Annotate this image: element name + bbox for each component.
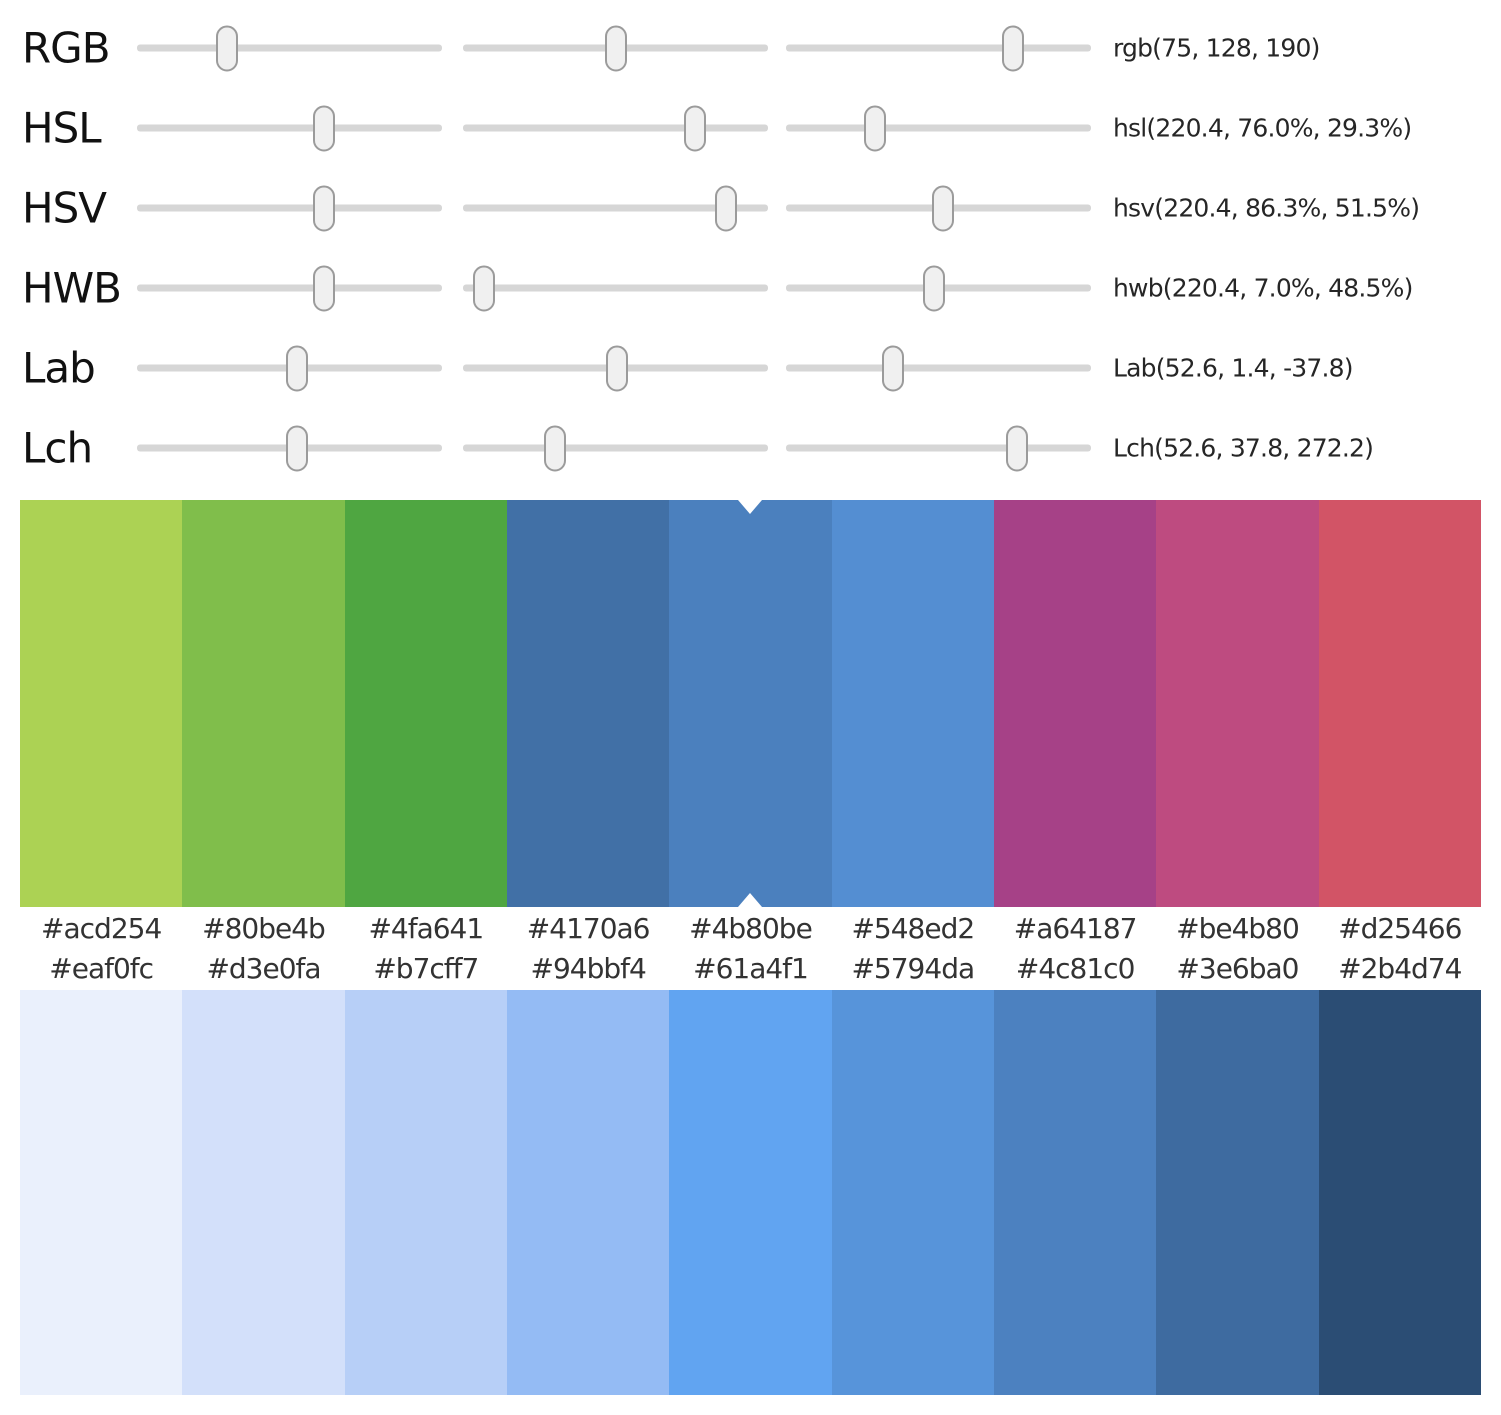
hex-code-label: #61a4f1: [693, 952, 809, 985]
hsl-hue-slider-track[interactable]: [137, 105, 442, 151]
selection-notch-bottom-icon: [738, 893, 763, 907]
color-swatch-selected[interactable]: [669, 500, 832, 907]
rgb-value-text: rgb(75, 128, 190): [1113, 33, 1320, 63]
color-swatch[interactable]: [831, 500, 994, 907]
colorspace-label-lab: Lab: [22, 343, 96, 393]
lch-l-slider-track[interactable]: [137, 425, 442, 471]
color-swatch[interactable]: [506, 500, 670, 907]
color-swatch[interactable]: [506, 990, 670, 1395]
hsl-value-text: hsl(220.4, 76.0%, 29.3%): [1113, 113, 1412, 143]
colorspace-label-hsv: HSV: [22, 183, 107, 233]
hex-code-label: #2b4d74: [1338, 952, 1462, 985]
hex-code-label: #d3e0fa: [206, 952, 321, 985]
rgb-green-slider-thumb[interactable]: [605, 25, 628, 71]
hwb-hue-slider-thumb[interactable]: [312, 265, 335, 311]
hex-code-label: #a64187: [1013, 912, 1138, 945]
hex-code-label: #4b80be: [689, 912, 813, 945]
lab-a-slider-track[interactable]: [463, 345, 768, 391]
colorspace-label-hwb: HWB: [22, 263, 122, 313]
colorspace-label-hsl: HSL: [22, 103, 102, 153]
colorspace-label-rgb: RGB: [22, 23, 111, 73]
color-swatch[interactable]: [993, 990, 1157, 1395]
lab-l-slider-thumb[interactable]: [286, 345, 309, 391]
color-swatch[interactable]: [20, 500, 183, 907]
tint-shade-palette-hex-labels: #eaf0fc #d3e0fa #b7cff7 #94bbf4 #61a4f1 …: [20, 947, 1481, 990]
color-swatch[interactable]: [182, 500, 345, 907]
hwb-blackness-slider-thumb[interactable]: [922, 265, 945, 311]
hue-palette-strip: [20, 500, 1481, 907]
lch-l-slider-thumb[interactable]: [286, 425, 309, 471]
hex-code-label: #548ed2: [851, 912, 975, 945]
hex-code-label: #94bbf4: [530, 952, 646, 985]
lab-l-slider-track[interactable]: [137, 345, 442, 391]
hsv-hue-slider-track[interactable]: [137, 185, 442, 231]
hsv-hue-slider-thumb[interactable]: [312, 185, 335, 231]
lch-hue-slider-track[interactable]: [786, 425, 1091, 471]
slider-row-lch: Lch Lch(52.6, 37.8, 272.2): [0, 408, 1501, 488]
hex-code-label: #acd254: [41, 912, 162, 945]
hex-code-label: #5794da: [851, 952, 975, 985]
color-swatch[interactable]: [831, 990, 994, 1395]
rgb-red-slider-track[interactable]: [137, 25, 442, 71]
selection-notch-top-icon: [738, 500, 763, 514]
hex-code-label: #b7cff7: [373, 952, 479, 985]
tint-shade-palette-strip: [20, 990, 1481, 1395]
lab-value-text: Lab(52.6, 1.4, -37.8): [1113, 353, 1354, 383]
hex-code-label: #80be4b: [202, 912, 326, 945]
hsl-lightness-slider-track[interactable]: [786, 105, 1091, 151]
hex-code-label: #d25466: [1338, 912, 1462, 945]
lab-b-slider-track[interactable]: [786, 345, 1091, 391]
hex-code-label: #3e6ba0: [1176, 952, 1299, 985]
rgb-red-slider-thumb[interactable]: [215, 25, 238, 71]
hex-code-label: #4170a6: [526, 912, 651, 945]
lch-chroma-slider-track[interactable]: [463, 425, 768, 471]
hsv-value-text: hsv(220.4, 86.3%, 51.5%): [1113, 193, 1420, 223]
slider-row-hwb: HWB hwb(220.4, 7.0%, 48.5%): [0, 248, 1501, 328]
hex-code-label: #be4b80: [1176, 912, 1300, 945]
hsv-value-slider-track[interactable]: [786, 185, 1091, 231]
color-swatch[interactable]: [1156, 990, 1319, 1395]
rgb-green-slider-track[interactable]: [463, 25, 768, 71]
hwb-value-text: hwb(220.4, 7.0%, 48.5%): [1113, 273, 1413, 303]
color-swatch[interactable]: [1318, 500, 1481, 907]
slider-row-lab: Lab Lab(52.6, 1.4, -37.8): [0, 328, 1501, 408]
slider-row-hsl: HSL hsl(220.4, 76.0%, 29.3%): [0, 88, 1501, 168]
hsl-lightness-slider-thumb[interactable]: [864, 105, 887, 151]
hue-palette-hex-labels: #acd254 #80be4b #4fa641 #4170a6 #4b80be …: [20, 907, 1481, 951]
hsl-saturation-slider-track[interactable]: [463, 105, 768, 151]
color-swatch[interactable]: [993, 500, 1157, 907]
color-swatch[interactable]: [1156, 500, 1319, 907]
color-swatch[interactable]: [344, 990, 507, 1395]
rgb-blue-slider-track[interactable]: [786, 25, 1091, 71]
hsl-hue-slider-thumb[interactable]: [312, 105, 335, 151]
colorspace-label-lch: Lch: [22, 423, 93, 473]
lab-a-slider-thumb[interactable]: [606, 345, 629, 391]
color-swatch[interactable]: [20, 990, 183, 1395]
hwb-blackness-slider-track[interactable]: [786, 265, 1091, 311]
hsv-saturation-slider-thumb[interactable]: [715, 185, 738, 231]
color-swatch[interactable]: [182, 990, 345, 1395]
hsl-saturation-slider-thumb[interactable]: [683, 105, 706, 151]
hsv-value-slider-thumb[interactable]: [932, 185, 955, 231]
hwb-whiteness-slider-track[interactable]: [463, 265, 768, 311]
lch-value-text: Lch(52.6, 37.8, 272.2): [1113, 433, 1374, 463]
color-swatch[interactable]: [344, 500, 507, 907]
lch-hue-slider-thumb[interactable]: [1005, 425, 1028, 471]
hex-code-label: #eaf0fc: [49, 952, 154, 985]
lab-b-slider-thumb[interactable]: [882, 345, 905, 391]
hex-code-label: #4fa641: [368, 912, 484, 945]
hwb-whiteness-slider-thumb[interactable]: [473, 265, 496, 311]
rgb-blue-slider-thumb[interactable]: [1002, 25, 1025, 71]
color-swatch[interactable]: [1318, 990, 1481, 1395]
hwb-hue-slider-track[interactable]: [137, 265, 442, 311]
slider-row-rgb: RGB rgb(75, 128, 190): [0, 8, 1501, 88]
slider-row-hsv: HSV hsv(220.4, 86.3%, 51.5%): [0, 168, 1501, 248]
hex-code-label: #4c81c0: [1015, 952, 1136, 985]
color-swatch[interactable]: [669, 990, 832, 1395]
hsv-saturation-slider-track[interactable]: [463, 185, 768, 231]
lch-chroma-slider-thumb[interactable]: [544, 425, 567, 471]
